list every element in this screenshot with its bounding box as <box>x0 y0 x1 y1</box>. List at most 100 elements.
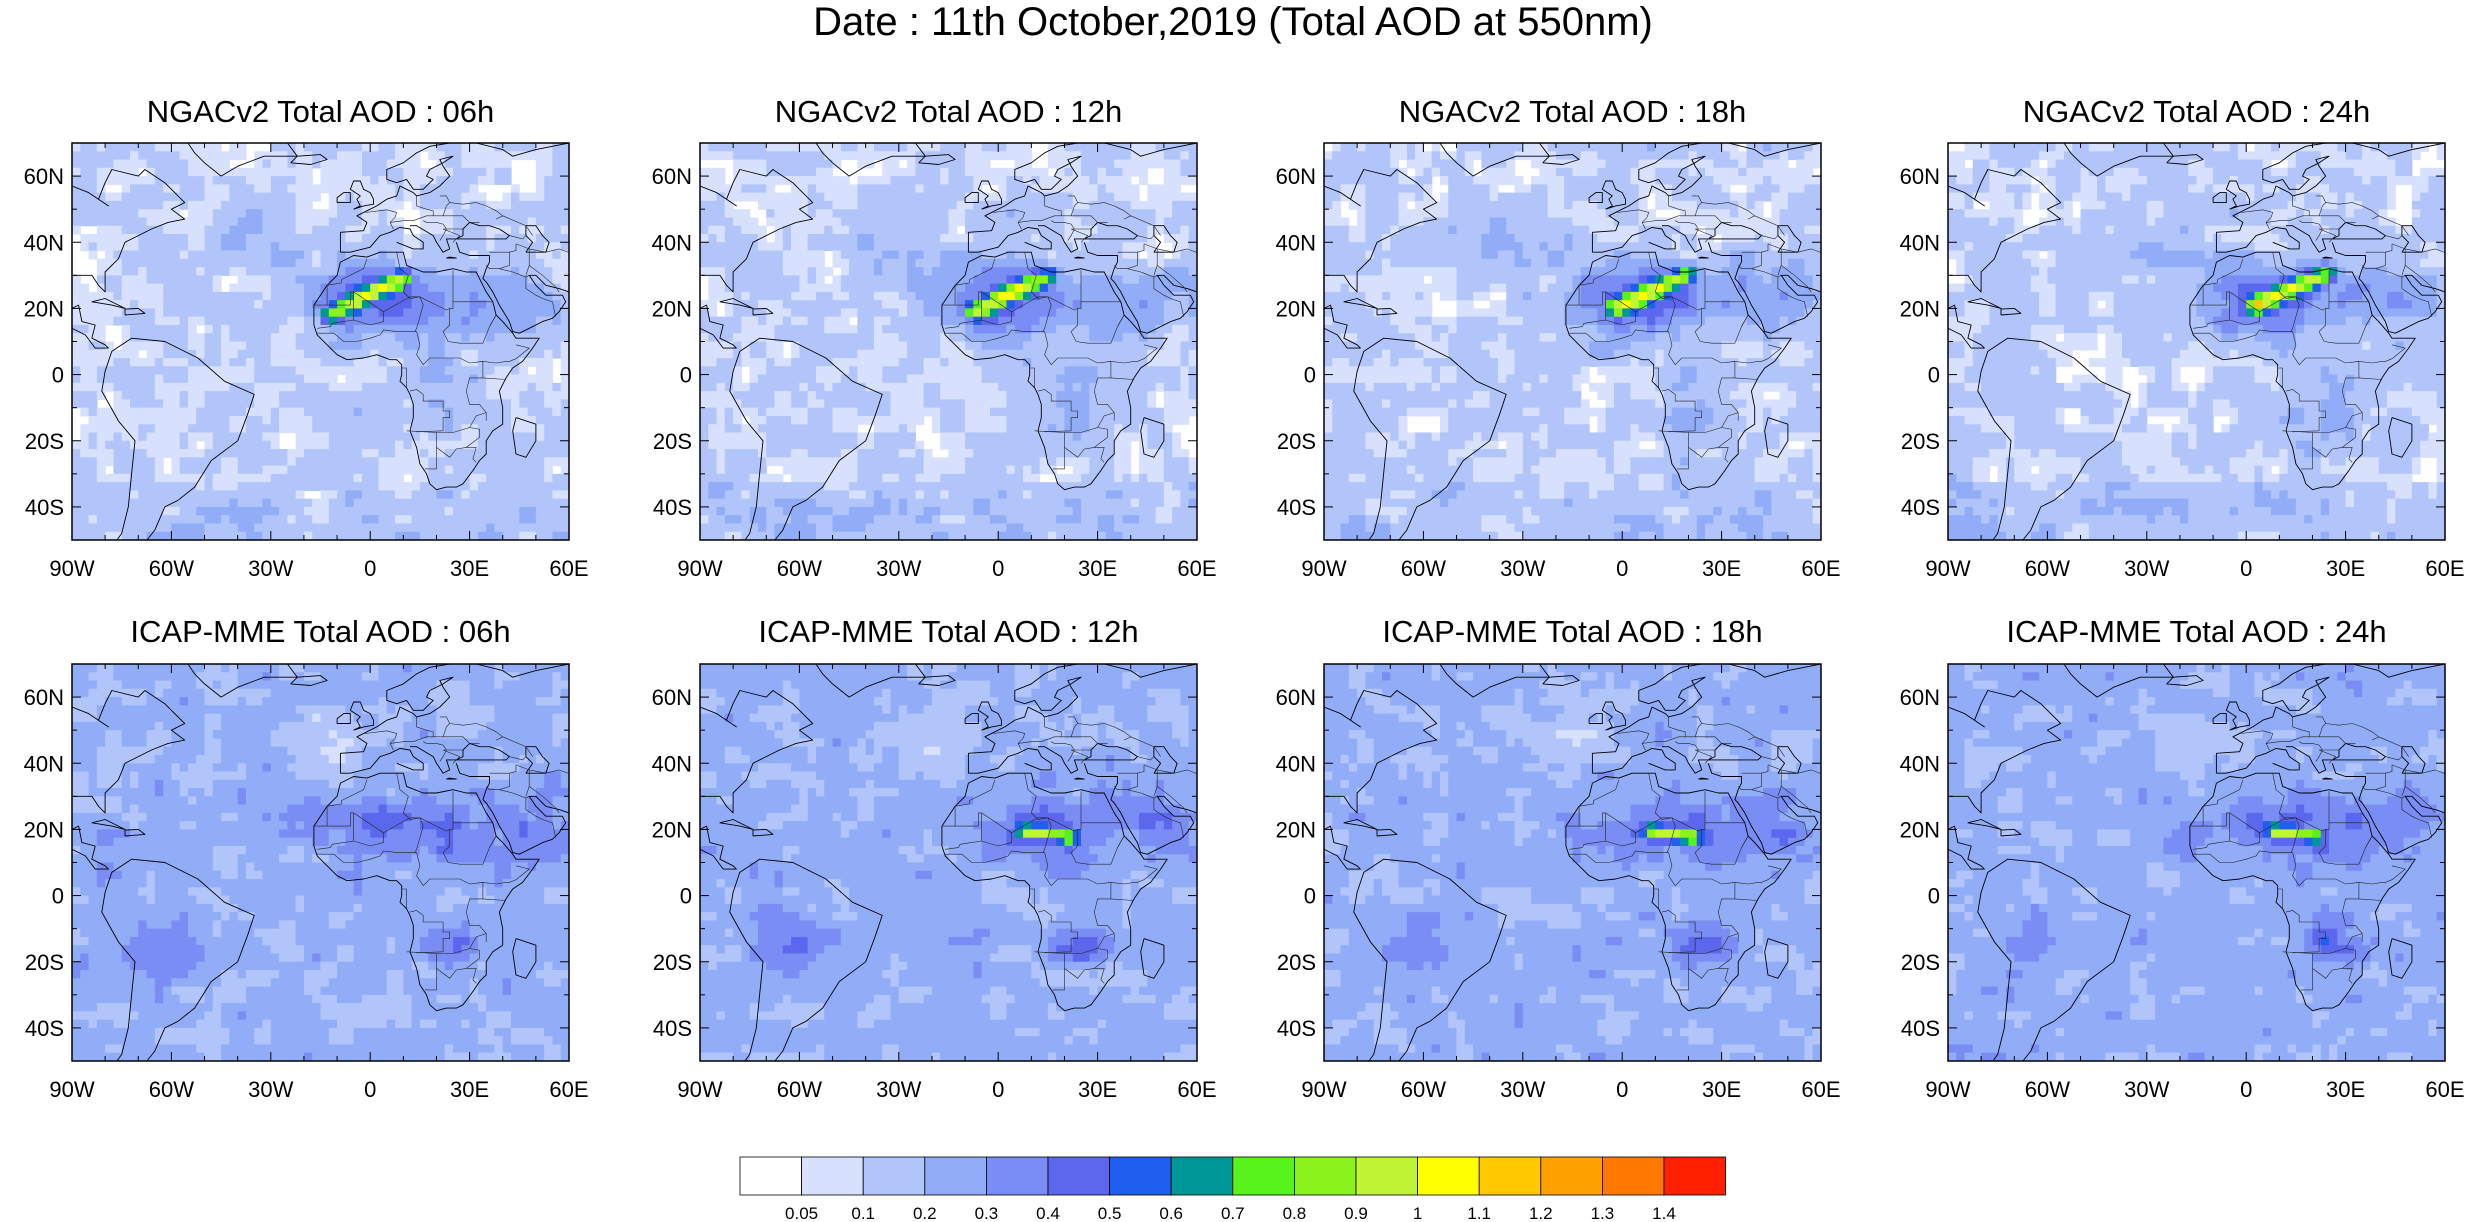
aod-cell <box>361 341 404 351</box>
aod-cell <box>1006 465 1016 475</box>
aod-cell <box>1039 465 1057 475</box>
aod-cell <box>196 936 264 946</box>
aod-cell <box>1089 200 1132 210</box>
aod-cell <box>1729 391 1764 400</box>
map-panel: ICAP-MME Total AOD : 12h60N40N20N020S40S… <box>652 614 1217 1102</box>
country-border <box>1110 344 1158 364</box>
aod-cell <box>1047 283 1057 293</box>
aod-cell <box>1163 779 1197 789</box>
aod-cell <box>72 366 81 376</box>
aod-cell <box>419 333 429 343</box>
aod-cell <box>807 804 858 814</box>
aod-cell <box>1948 399 2123 409</box>
aod-cell <box>345 374 388 384</box>
aod-cell <box>700 721 767 731</box>
coastline <box>1777 225 1802 253</box>
aod-cell <box>395 945 421 955</box>
aod-cell <box>1448 200 1549 210</box>
aod-cell <box>749 349 767 359</box>
aod-cell <box>1089 407 1165 417</box>
aod-cell <box>1956 490 1982 500</box>
aod-cell <box>1622 308 1632 318</box>
aod-cell <box>419 192 462 202</box>
aod-cell <box>1180 159 1197 169</box>
coastline <box>339 143 569 253</box>
aod-cell <box>212 986 247 996</box>
aod-cell <box>2353 374 2445 384</box>
aod-cell <box>1188 705 1197 715</box>
aod-cell <box>1031 267 1041 276</box>
aod-cell <box>1122 250 1140 260</box>
aod-cell <box>1114 449 1132 458</box>
aod-cell <box>2271 300 2280 310</box>
aod-cell <box>799 341 875 351</box>
aod-cell <box>700 432 709 442</box>
aod-cell <box>204 945 272 955</box>
aod-cell <box>1163 341 1182 351</box>
country-border <box>1694 228 1715 243</box>
aod-cell <box>1779 209 1821 219</box>
aod-cell <box>1415 473 1424 483</box>
aod-cell <box>807 812 834 822</box>
aod-cell <box>494 796 529 806</box>
aod-cell <box>303 953 313 963</box>
aod-cell <box>138 779 156 789</box>
aod-cell <box>1456 399 1466 409</box>
aod-cell <box>1948 233 2007 243</box>
aod-cell <box>757 407 767 417</box>
country-border <box>423 741 447 762</box>
aod-cell <box>535 143 554 152</box>
aod-cell <box>1613 316 1623 326</box>
aod-cell <box>1130 143 1157 152</box>
aod-cell <box>469 953 569 963</box>
aod-cell <box>2188 515 2305 525</box>
aod-cell <box>72 986 156 996</box>
aod-cell <box>1390 258 1516 268</box>
aod-cell <box>766 316 784 326</box>
aod-cell <box>2039 523 2057 533</box>
aod-cell <box>791 415 809 425</box>
aod-cell <box>129 771 139 781</box>
aod-cell <box>560 688 569 698</box>
aod-cell <box>1122 333 1140 343</box>
aod-cell <box>1771 176 1821 185</box>
aod-cell <box>2320 407 2355 417</box>
aod-cell <box>1448 333 1499 343</box>
aod-cell <box>1006 424 1049 434</box>
aod-cell <box>1812 449 1821 458</box>
aod-cell <box>2005 531 2032 540</box>
aod-cell <box>1114 465 1132 475</box>
aod-cell <box>2221 233 2280 243</box>
aod-cell <box>254 862 355 872</box>
aod-cell <box>1812 143 1821 152</box>
aod-cell <box>700 912 718 921</box>
country-border <box>1052 432 1065 470</box>
country-border <box>529 265 560 293</box>
aod-cell <box>832 738 842 748</box>
aod-cell <box>1981 324 2032 334</box>
aod-cell <box>1705 523 1739 533</box>
aod-cell <box>502 1044 545 1054</box>
aod-cell <box>138 887 156 897</box>
aod-cell <box>2146 382 2173 392</box>
aod-cell <box>1547 424 1590 434</box>
aod-cell <box>2329 283 2347 293</box>
aod-cell <box>700 664 908 673</box>
aod-cell <box>882 688 892 698</box>
aod-cell <box>2072 523 2090 533</box>
aod-cell <box>1580 366 1590 376</box>
aod-cell <box>766 432 858 442</box>
aod-cell <box>865 382 925 392</box>
aod-cell <box>1948 242 1966 252</box>
aod-cell <box>2329 432 2347 442</box>
aod-cell <box>1989 159 1999 169</box>
aod-cell <box>2138 275 2148 285</box>
aod-cell <box>1997 159 2032 169</box>
aod-cell <box>2188 225 2206 235</box>
aod-cell <box>2411 225 2445 235</box>
aod-cell <box>898 358 925 367</box>
aod-cell <box>1039 176 1090 185</box>
aod-cell <box>1081 300 1140 310</box>
aod-cell <box>511 870 569 880</box>
country-border <box>2193 329 2293 342</box>
